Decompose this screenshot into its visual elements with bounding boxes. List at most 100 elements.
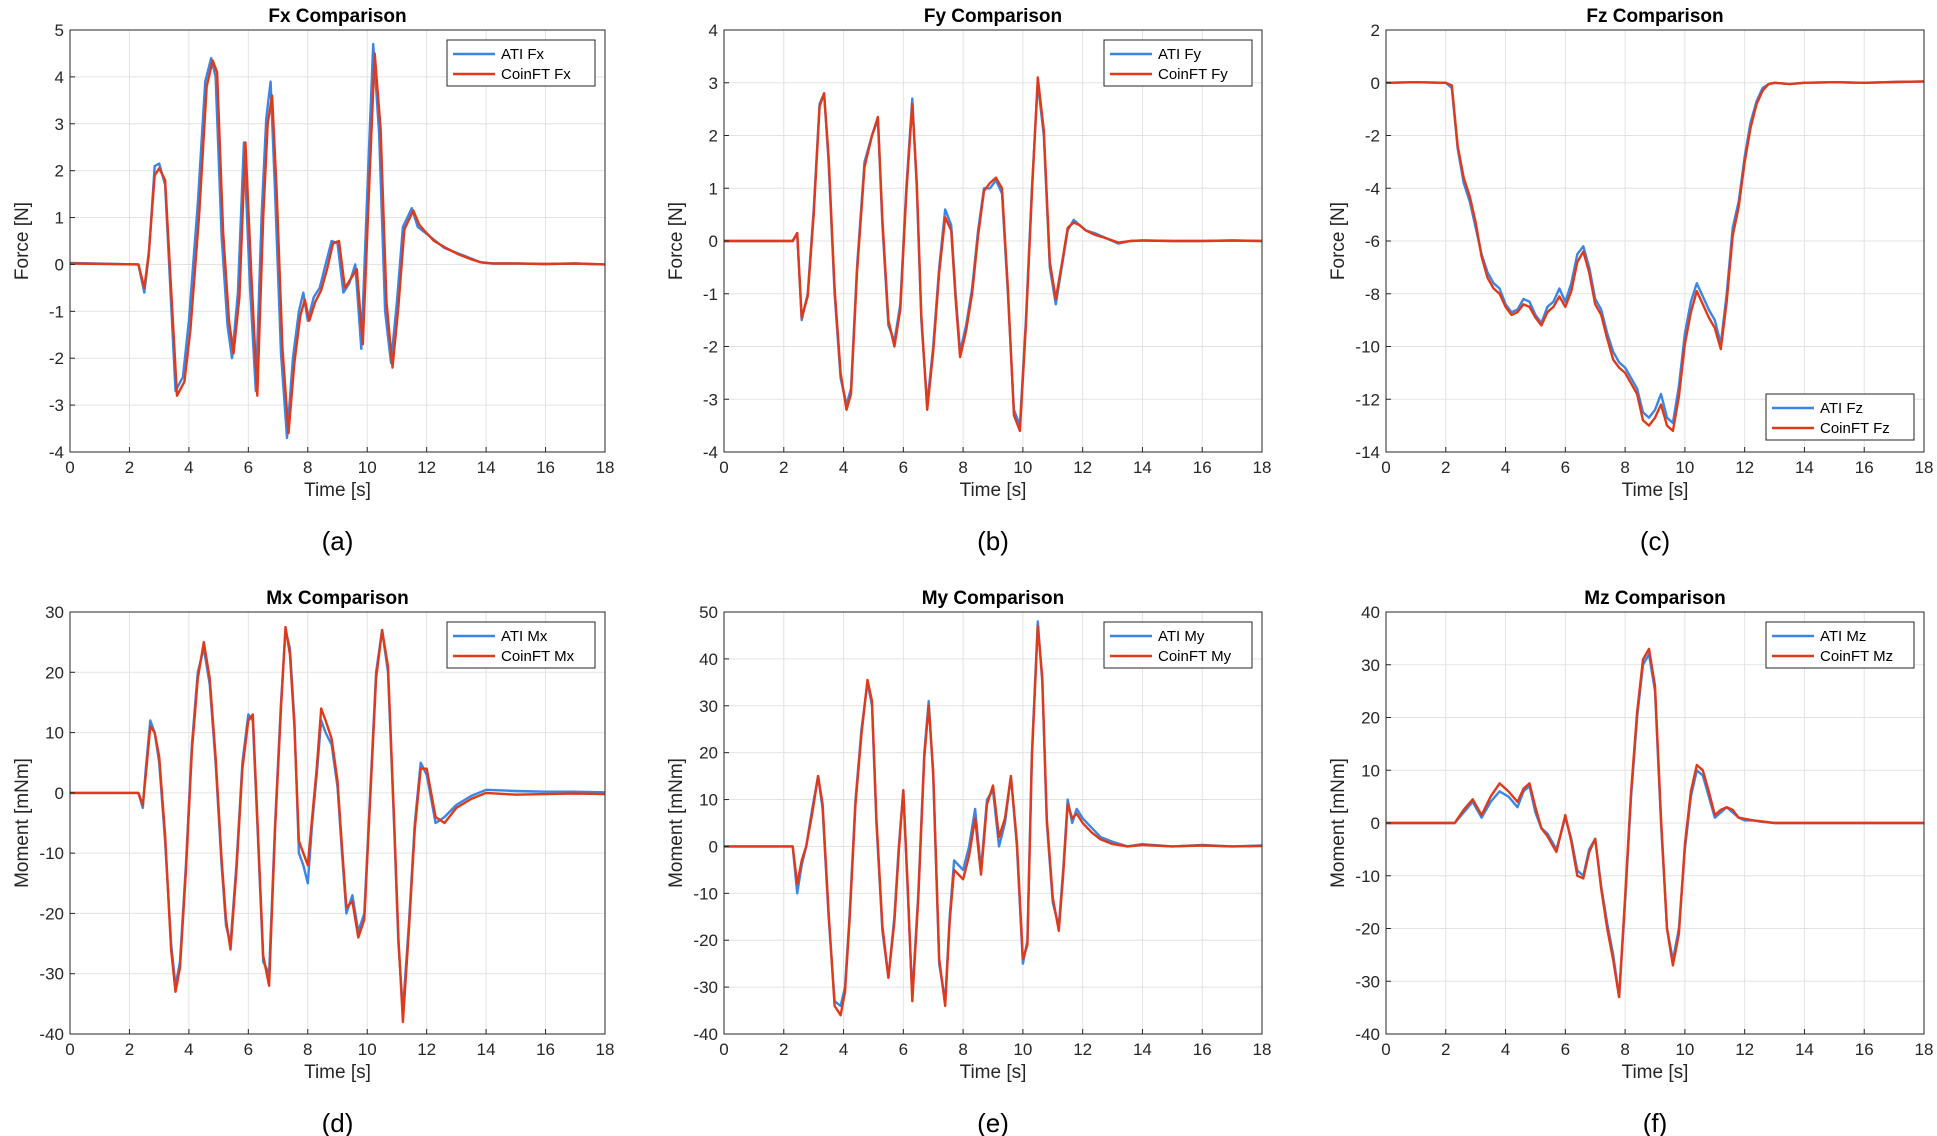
legend: ATI Mx CoinFT Mx: [446, 621, 596, 669]
x-tick-label: 10: [1013, 1040, 1032, 1059]
y-tick-label: -30: [39, 965, 64, 984]
x-tick-label: 10: [358, 1040, 377, 1059]
x-tick-label: 2: [779, 1040, 788, 1059]
x-tick-label: 8: [1620, 458, 1629, 477]
x-tick-label: 14: [1133, 1040, 1152, 1059]
axes-box: [69, 29, 606, 453]
y-tick-label: 5: [55, 21, 64, 40]
x-tick-label: 16: [536, 1040, 555, 1059]
series-line-coinft-fx: [70, 52, 605, 435]
x-tick-label: 16: [1193, 1040, 1212, 1059]
y-axis-label: Force [N]: [12, 202, 33, 280]
y-tick-label: 50: [699, 603, 718, 622]
legend-box: [446, 39, 596, 87]
y-tick-label: -10: [693, 884, 718, 903]
x-tick-label: 8: [958, 458, 967, 477]
y-tick-label: 10: [1361, 761, 1380, 780]
x-tick-label: 0: [1381, 1040, 1390, 1059]
y-tick-label: -4: [49, 443, 64, 462]
x-tick-label: 18: [1253, 1040, 1272, 1059]
legend-box: [1765, 393, 1915, 441]
legend-label: CoinFT Fx: [501, 66, 571, 83]
y-tick-label: -1: [49, 302, 64, 321]
y-tick-label: -6: [1365, 232, 1380, 251]
axes-box: [723, 611, 1263, 1035]
legend: ATI Fx CoinFT Fx: [446, 39, 596, 87]
y-tick-label: 2: [1371, 21, 1380, 40]
legend-label: CoinFT Mx: [501, 648, 575, 665]
x-axis-label: Time [s]: [960, 480, 1027, 501]
y-tick-label: 40: [1361, 603, 1380, 622]
legend-label: ATI Fx: [501, 46, 545, 63]
x-tick-label: 8: [303, 458, 312, 477]
x-tick-label: 0: [719, 1040, 728, 1059]
y-tick-label: 30: [699, 697, 718, 716]
panel-caption: (c): [1640, 526, 1670, 556]
x-tick-label: 12: [1073, 458, 1092, 477]
legend: ATI Fz CoinFT Fz: [1765, 393, 1915, 441]
x-tick-label: 6: [899, 458, 908, 477]
y-tick-label: -20: [39, 904, 64, 923]
x-tick-label: 6: [244, 458, 253, 477]
y-tick-label: 0: [709, 232, 718, 251]
y-tick-label: -10: [1355, 867, 1380, 886]
legend: ATI Mz CoinFT Mz: [1765, 621, 1915, 669]
x-tick-label: 18: [596, 458, 615, 477]
x-tick-label: 14: [1795, 458, 1814, 477]
legend-label: CoinFT Fz: [1820, 420, 1890, 437]
y-tick-label: -2: [703, 338, 718, 357]
y-tick-label: 2: [55, 162, 64, 181]
chart-title: Fy Comparison: [924, 6, 1062, 27]
legend-label: ATI Mx: [501, 628, 548, 645]
chart-title: Fz Comparison: [1586, 6, 1723, 27]
x-tick-label: 6: [1561, 1040, 1570, 1059]
chart-mz: 0 2 4 6 8 10 12 14 16 18 -40 -30 -20 -10 0 10 20 30 40 Mz C…: [1328, 588, 1933, 1136]
y-tick-label: 0: [55, 255, 64, 274]
x-tick-label: 10: [358, 458, 377, 477]
x-tick-label: 0: [719, 458, 728, 477]
y-tick-label: -40: [1355, 1025, 1380, 1044]
y-tick-label: -10: [1355, 338, 1380, 357]
y-tick-label: 20: [699, 744, 718, 763]
x-tick-label: 2: [125, 458, 134, 477]
x-tick-label: 4: [839, 1040, 848, 1059]
y-tick-label: 20: [1361, 709, 1380, 728]
y-tick-label: -1: [703, 285, 718, 304]
y-tick-label: -12: [1355, 390, 1380, 409]
y-tick-label: 10: [699, 791, 718, 810]
panel-caption: (a): [322, 526, 354, 556]
legend-label: ATI Fy: [1158, 46, 1202, 63]
y-tick-label: 3: [55, 115, 64, 134]
x-tick-label: 16: [536, 458, 555, 477]
x-tick-label: 18: [1915, 1040, 1934, 1059]
y-tick-label: -4: [1365, 179, 1380, 198]
y-axis-label: Moment [mNm]: [1328, 758, 1349, 888]
panel-caption: (f): [1643, 1108, 1668, 1136]
x-tick-label: 16: [1855, 1040, 1874, 1059]
x-tick-label: 4: [1501, 458, 1510, 477]
legend: ATI My CoinFT My: [1103, 621, 1253, 669]
series-line-coinft-fz: [1386, 80, 1924, 433]
y-tick-label: -30: [693, 978, 718, 997]
plot-area: [70, 612, 605, 1034]
x-tick-label: 12: [1735, 458, 1754, 477]
x-tick-label: 0: [1381, 458, 1390, 477]
series-line-coinft-fy: [724, 76, 1262, 433]
y-axis-label: Moment [mNm]: [12, 758, 33, 888]
x-tick-label: 16: [1193, 458, 1212, 477]
x-tick-label: 10: [1675, 458, 1694, 477]
y-tick-label: -2: [49, 349, 64, 368]
y-tick-label: 30: [45, 603, 64, 622]
legend-label: ATI Mz: [1820, 628, 1866, 645]
legend-label: ATI Fz: [1820, 400, 1863, 417]
y-tick-label: -20: [1355, 920, 1380, 939]
legend-label: CoinFT My: [1158, 648, 1232, 665]
y-axis-label: Force [N]: [666, 202, 687, 280]
x-tick-label: 6: [1561, 458, 1570, 477]
x-tick-label: 14: [477, 1040, 496, 1059]
x-tick-label: 10: [1675, 1040, 1694, 1059]
y-tick-label: -4: [703, 443, 718, 462]
chart-fz: 0 2 4 6 8 10 12 14 16 18 -14 -12 -10 -8 -6 -4 -2 0 2 Fz Com…: [1328, 6, 1933, 556]
